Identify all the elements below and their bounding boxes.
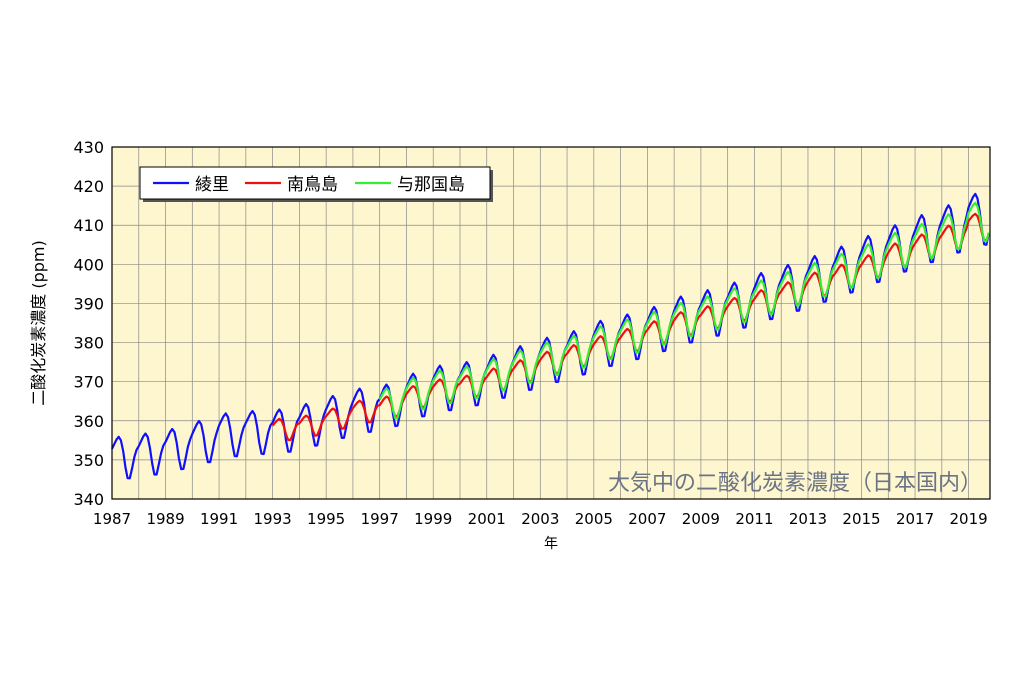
y-tick-label: 380 (73, 334, 104, 353)
y-tick-label: 370 (73, 373, 104, 392)
y-axis-label: 二酸化炭素濃度 (ppm) (29, 240, 48, 405)
x-tick-label: 2001 (468, 510, 506, 528)
x-tick-label: 2003 (521, 510, 559, 528)
x-tick-label: 1993 (254, 510, 292, 528)
y-tick-label: 350 (73, 451, 104, 470)
x-tick-label: 2019 (949, 510, 987, 528)
plot-border (111, 146, 991, 500)
x-tick-label: 2015 (842, 510, 880, 528)
legend-box (139, 166, 491, 200)
legend: 綾里 南鳥島 与那国島 (139, 166, 493, 202)
legend-label: 与那国島 (397, 175, 465, 195)
legend-label: 綾里 (195, 175, 229, 195)
x-tick-label: 1997 (361, 510, 399, 528)
y-tick-label: 340 (73, 490, 104, 509)
x-tick-label: 1987 (93, 510, 131, 528)
chart-title: 大気中の二酸化炭素濃度（日本国内） (608, 471, 982, 496)
y-tick-label: 410 (73, 216, 104, 235)
series-line-3 (378, 201, 990, 420)
x-axis-label: 年 (544, 536, 558, 552)
x-tick-label: 1989 (146, 510, 184, 528)
x-tick-label: 2011 (735, 510, 773, 528)
y-tick-label: 420 (73, 177, 104, 196)
x-tick-label: 1991 (200, 510, 238, 528)
x-tick-label: 2009 (682, 510, 720, 528)
x-tick-label: 2005 (575, 510, 613, 528)
x-tick-label: 2007 (628, 510, 666, 528)
y-tick-label: 390 (73, 294, 104, 313)
series-lines (111, 192, 990, 480)
y-tick-label: 430 (73, 138, 104, 157)
y-tick-label: 360 (73, 412, 104, 431)
x-axis-ticks: 1987 1989 1991 1993 1995 1997 1999 2001 2003 2005… (93, 510, 988, 528)
y-axis-ticks: 340 350 360 370 380 390 400 410 420 430 (73, 138, 104, 509)
legend-label: 南鳥島 (287, 175, 338, 195)
y-tick-label: 400 (73, 255, 104, 274)
x-tick-label: 1999 (414, 510, 452, 528)
x-tick-label: 2017 (896, 510, 934, 528)
x-tick-label: 1995 (307, 510, 345, 528)
x-tick-label: 2013 (789, 510, 827, 528)
